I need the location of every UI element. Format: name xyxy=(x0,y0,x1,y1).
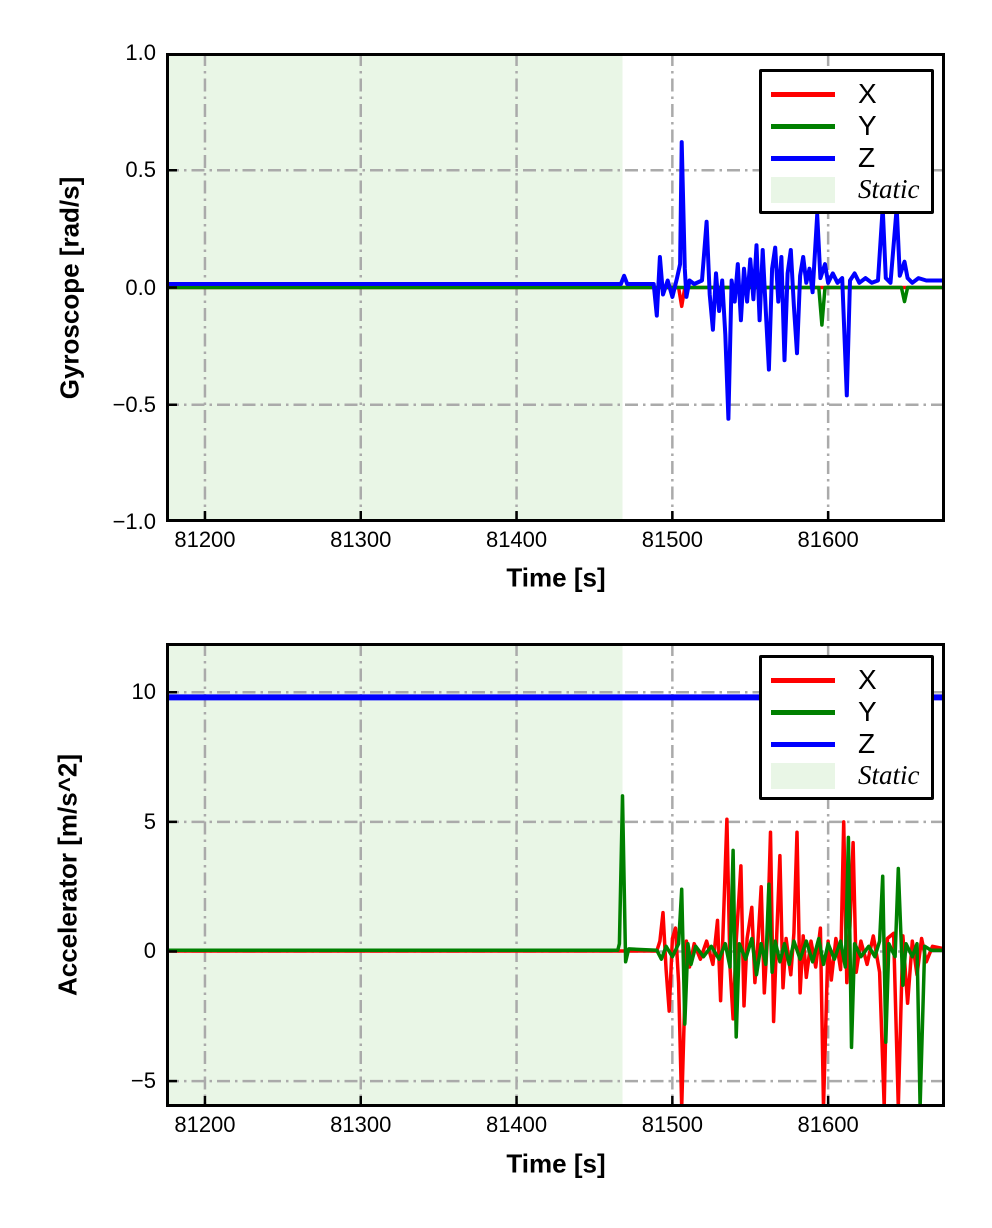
y-tick-label: 0 xyxy=(143,938,156,964)
y-tick-label: 10 xyxy=(131,679,156,705)
legend-label: Z xyxy=(858,142,876,173)
legend-item-z: Z xyxy=(771,730,931,758)
x-tick-label: 81200 xyxy=(174,1112,236,1137)
legend-line-swatch xyxy=(771,123,835,129)
accelerator-legend: X Y Z Static xyxy=(759,655,934,800)
y-tick-label: 0.5 xyxy=(125,157,156,183)
y-tick-label: 0.0 xyxy=(125,274,156,300)
static-region xyxy=(166,643,623,1107)
legend-item-static: Static xyxy=(771,176,931,203)
legend-line-swatch xyxy=(771,741,835,747)
legend-label: Static xyxy=(858,174,920,204)
series-z-line xyxy=(166,140,945,421)
y-tick-label: −5 xyxy=(130,1068,156,1094)
legend-item-y: Y xyxy=(771,698,931,726)
legend-label: Y xyxy=(858,110,877,141)
gyroscope-plot-area xyxy=(166,53,945,522)
legend-item-x: X xyxy=(771,80,931,108)
plot-spines xyxy=(166,53,945,522)
series-y-line xyxy=(166,794,945,1107)
legend-patch-swatch xyxy=(771,762,835,789)
y-tick-label: 1.0 xyxy=(125,40,156,65)
legend-label: Z xyxy=(858,728,876,759)
gyroscope-x-axis-label: Time [s] xyxy=(506,562,606,593)
legend-line-swatch xyxy=(771,155,835,161)
series-x-line xyxy=(166,817,945,1107)
x-tick-label: 81400 xyxy=(485,1112,548,1137)
legend-label: X xyxy=(858,664,877,695)
x-tick-label: 81500 xyxy=(641,527,703,552)
y-tick-label: −1.0 xyxy=(112,509,156,534)
x-tick-label: 81600 xyxy=(797,1112,859,1137)
plot-spines xyxy=(166,643,945,1107)
x-tick-label: 81300 xyxy=(330,1112,392,1137)
legend-label: Y xyxy=(858,696,877,727)
legend-item-z: Z xyxy=(771,144,931,172)
y-tick-label: 5 xyxy=(143,808,156,834)
legend-line-swatch xyxy=(771,709,835,715)
legend-patch-swatch xyxy=(771,176,835,203)
legend-line-swatch xyxy=(771,677,835,683)
x-tick-label: 81200 xyxy=(174,527,236,552)
accelerator-x-axis-label: Time [s] xyxy=(506,1148,606,1179)
accelerator-plot-area xyxy=(166,643,945,1107)
legend-item-y: Y xyxy=(771,112,931,140)
gyroscope-legend: X Y Z Static xyxy=(759,69,934,214)
x-tick-label: 81400 xyxy=(485,527,548,552)
legend-label: X xyxy=(858,78,877,109)
x-tick-label: 81500 xyxy=(641,1112,703,1137)
legend-item-x: X xyxy=(771,666,931,694)
legend-item-static: Static xyxy=(771,762,931,789)
y-tick-label: −0.5 xyxy=(112,391,156,417)
x-tick-label: 81300 xyxy=(330,527,392,552)
legend-line-swatch xyxy=(771,91,835,97)
legend-label: Static xyxy=(858,760,920,790)
x-tick-label: 81600 xyxy=(797,527,859,552)
